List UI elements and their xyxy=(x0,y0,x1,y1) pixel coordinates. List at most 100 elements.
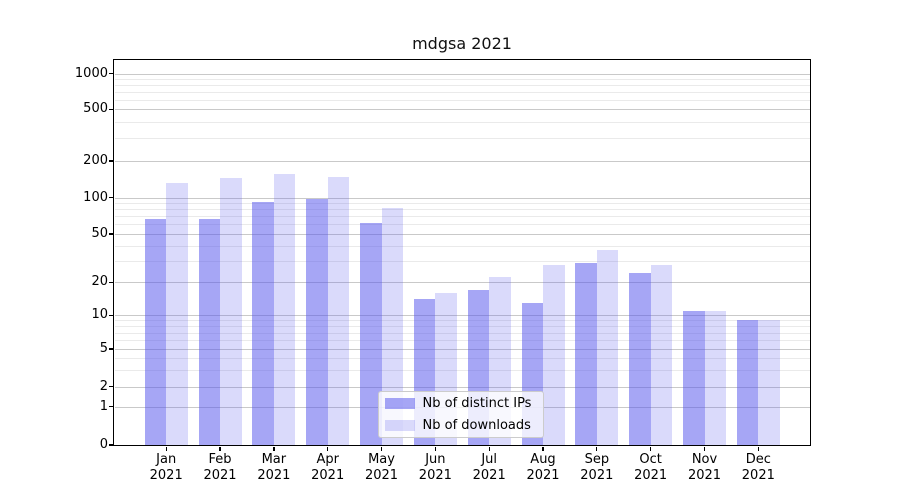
y-axis-tick-label: 5 xyxy=(99,341,108,356)
x-tick-year: 2021 xyxy=(687,467,722,483)
y-tick-mark xyxy=(109,281,114,283)
gridline-minor xyxy=(114,260,810,262)
legend-item: Nb of distinct IPs xyxy=(384,396,535,411)
gridline-major xyxy=(114,234,810,235)
x-tick-month: Feb xyxy=(208,452,232,467)
bar-nb-of-downloads-apr-2021 xyxy=(327,176,350,445)
y-tick-mark xyxy=(109,314,114,316)
y-axis-tick-label: 1000 xyxy=(74,65,108,81)
x-tick-year: 2021 xyxy=(418,467,452,483)
x-tick-month: Nov xyxy=(691,452,718,467)
y-axis-tick-label: 20 xyxy=(91,274,108,290)
x-axis-tick-label: Sep 2021 xyxy=(569,452,625,483)
y-tick-mark xyxy=(109,108,114,110)
chart-title: mdgsa 2021 xyxy=(412,34,512,53)
x-tick-month: Dec xyxy=(745,452,771,467)
x-axis-tick-label: Oct 2021 xyxy=(623,452,679,483)
x-tick-month: Aug xyxy=(530,452,556,467)
x-axis-tick-label: Dec 2021 xyxy=(730,452,786,483)
gridline-minor xyxy=(114,340,810,342)
bar-nb-of-downloads-feb-2021 xyxy=(220,178,242,445)
y-axis-tick-label: 200 xyxy=(83,153,108,168)
x-tick-year: 2021 xyxy=(472,467,506,483)
legend-label: Nb of downloads xyxy=(422,418,531,433)
y-tick-mark xyxy=(109,160,114,162)
y-tick-mark xyxy=(109,348,114,350)
gridline-minor xyxy=(114,121,810,123)
legend: Nb of distinct IPs Nb of downloads xyxy=(377,391,544,438)
x-tick-year: 2021 xyxy=(634,467,668,483)
bar-nb-of-downloads-jan-2021 xyxy=(166,183,188,445)
gridline-major xyxy=(114,161,810,162)
x-tick-month: Sep xyxy=(584,452,610,467)
x-tick-mark xyxy=(219,446,221,451)
gridline-major xyxy=(114,315,810,317)
bar-nb-of-distinct-ips-jan-2021 xyxy=(144,219,167,445)
x-tick-year: 2021 xyxy=(526,467,560,483)
y-tick-mark xyxy=(109,197,114,199)
gridline-minor xyxy=(114,216,810,218)
gridline-minor xyxy=(114,203,810,205)
gridline-minor xyxy=(114,332,810,334)
gridline-major xyxy=(114,386,810,388)
x-axis-tick-label: Apr 2021 xyxy=(300,452,356,483)
bar-nb-of-downloads-may-2021 xyxy=(381,208,404,445)
x-axis-tick-label: Mar 2021 xyxy=(246,452,302,483)
gridline-minor xyxy=(114,245,810,247)
bar-nb-of-distinct-ips-dec-2021 xyxy=(736,320,759,445)
x-tick-month: Mar xyxy=(261,452,287,467)
y-tick-mark xyxy=(109,444,114,446)
bar-nb-of-distinct-ips-apr-2021 xyxy=(306,199,328,445)
gridline-minor xyxy=(114,91,810,93)
x-axis-tick-label: Jun 2021 xyxy=(407,452,463,483)
x-tick-month: Apr xyxy=(316,452,339,467)
gridline-minor xyxy=(114,209,810,211)
y-axis-tick-label: 0 xyxy=(99,437,108,452)
x-tick-month: May xyxy=(368,452,395,467)
x-tick-year: 2021 xyxy=(203,467,237,483)
x-tick-mark xyxy=(757,446,759,451)
bar-nb-of-downloads-mar-2021 xyxy=(273,174,296,445)
x-tick-year: 2021 xyxy=(741,467,775,483)
legend-item: Nb of downloads xyxy=(384,418,535,433)
x-tick-year: 2021 xyxy=(311,467,345,483)
y-axis-tick-label: 1 xyxy=(99,398,108,414)
y-tick-mark xyxy=(109,386,114,388)
legend-swatch-icon xyxy=(384,420,415,431)
bar-nb-of-downloads-nov-2021 xyxy=(704,310,726,445)
x-tick-mark xyxy=(542,446,544,451)
bar-nb-of-distinct-ips-sep-2021 xyxy=(575,262,597,445)
x-tick-mark xyxy=(488,446,490,451)
y-tick-mark xyxy=(109,72,114,75)
gridline-minor xyxy=(114,78,810,80)
x-tick-mark xyxy=(165,446,167,451)
y-tick-mark xyxy=(109,406,114,408)
x-axis-tick-label: Jan 2021 xyxy=(138,452,194,483)
bar-nb-of-distinct-ips-nov-2021 xyxy=(683,310,705,445)
gridline-minor xyxy=(114,224,810,226)
bar-nb-of-downloads-oct-2021 xyxy=(650,264,673,445)
x-tick-year: 2021 xyxy=(149,467,183,483)
x-tick-month: Oct xyxy=(639,452,662,467)
x-tick-mark xyxy=(650,446,652,451)
gridline-minor xyxy=(114,85,810,87)
gridline-minor xyxy=(114,138,810,140)
gridline-minor xyxy=(114,326,810,328)
x-tick-year: 2021 xyxy=(580,467,614,483)
gridline-major xyxy=(114,109,810,111)
gridline-minor xyxy=(114,358,810,360)
bar-nb-of-distinct-ips-may-2021 xyxy=(360,222,382,445)
gridline-major xyxy=(114,282,810,284)
gridline-major xyxy=(114,73,810,75)
bar-nb-of-distinct-ips-oct-2021 xyxy=(629,272,651,445)
legend-label: Nb of distinct IPs xyxy=(422,396,532,411)
gridline-minor xyxy=(114,320,810,322)
x-axis-tick-label: Feb 2021 xyxy=(192,452,248,483)
bar-nb-of-distinct-ips-mar-2021 xyxy=(252,201,274,445)
bar-nb-of-downloads-sep-2021 xyxy=(596,249,619,445)
bar-nb-of-distinct-ips-feb-2021 xyxy=(198,219,221,445)
gridline-minor xyxy=(114,370,810,372)
x-tick-mark xyxy=(434,446,436,451)
x-tick-month: Jun xyxy=(425,452,446,467)
